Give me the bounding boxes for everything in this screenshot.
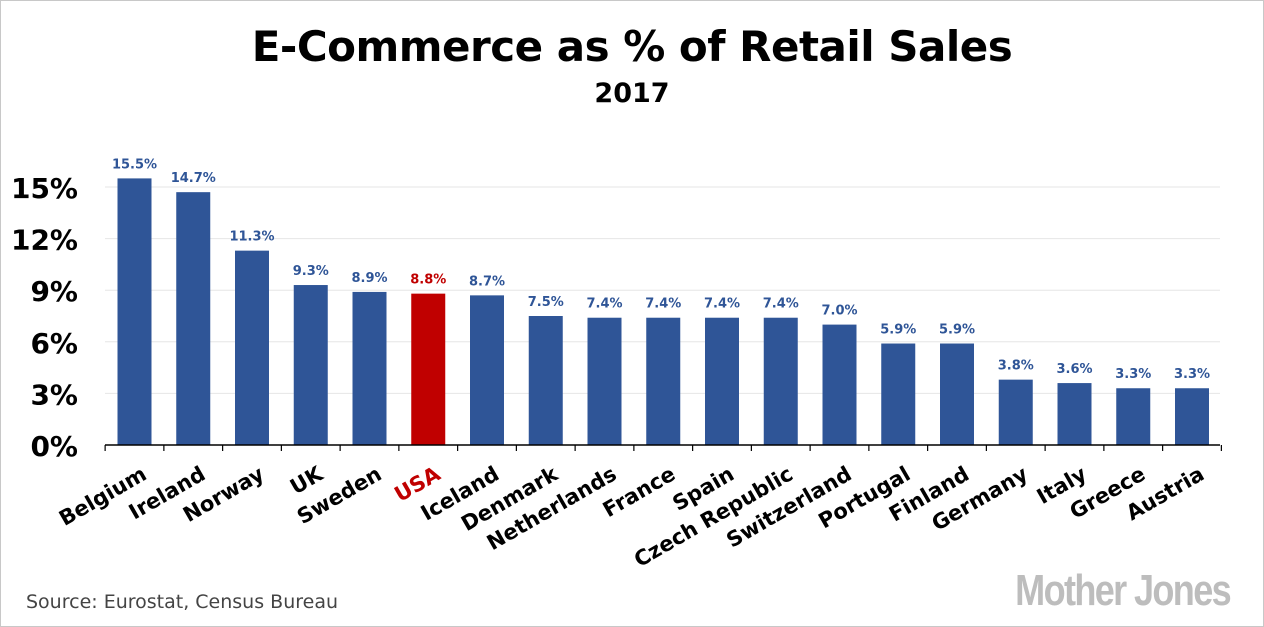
data-label: 7.4%	[586, 297, 622, 312]
data-label: 5.9%	[880, 323, 916, 338]
bar	[940, 343, 974, 445]
bar	[235, 250, 269, 445]
data-label: 3.3%	[1115, 367, 1151, 382]
bar	[528, 316, 563, 445]
data-label: 7.5%	[528, 295, 564, 310]
data-label: 7.0%	[821, 304, 857, 319]
data-label: 14.7%	[171, 171, 216, 186]
bar	[881, 343, 916, 445]
bar	[998, 379, 1033, 445]
bar	[1116, 388, 1151, 445]
y-tick-label: 12%	[11, 224, 78, 257]
bar	[822, 324, 857, 445]
y-tick-label: 6%	[30, 327, 78, 360]
data-label: 7.4%	[763, 297, 799, 312]
bar	[646, 317, 681, 445]
bar	[1057, 383, 1092, 445]
bar	[117, 178, 152, 445]
y-tick-label: 15%	[11, 172, 78, 205]
bar	[176, 192, 211, 445]
bar	[705, 317, 739, 445]
bar	[587, 317, 622, 445]
bar	[470, 295, 504, 445]
data-label: 3.6%	[1056, 362, 1092, 377]
y-tick-label: 0%	[30, 430, 78, 463]
data-label: 3.3%	[1174, 367, 1210, 382]
chart-subtitle: 2017	[594, 78, 670, 109]
y-tick-label: 3%	[30, 378, 78, 411]
data-label: 5.9%	[939, 323, 975, 338]
mother-jones-logo: Mother Jones	[1015, 566, 1232, 615]
bar	[763, 317, 798, 445]
data-label: 8.8%	[410, 273, 446, 288]
data-label: 15.5%	[112, 157, 157, 172]
data-label: 8.9%	[351, 271, 387, 286]
data-label: 3.8%	[998, 359, 1034, 374]
bar	[293, 285, 328, 445]
bar	[411, 293, 446, 445]
data-label: 9.3%	[293, 264, 329, 279]
data-label: 7.4%	[645, 297, 681, 312]
data-label: 8.7%	[469, 274, 505, 289]
data-label: 11.3%	[229, 230, 274, 245]
y-tick-label: 9%	[30, 275, 78, 308]
data-label: 7.4%	[704, 297, 740, 312]
source-note: Source: Eurostat, Census Bureau	[26, 591, 339, 613]
bar	[1175, 388, 1209, 445]
chart-title: E-Commerce as % of Retail Sales	[251, 22, 1013, 71]
bar	[352, 291, 387, 445]
